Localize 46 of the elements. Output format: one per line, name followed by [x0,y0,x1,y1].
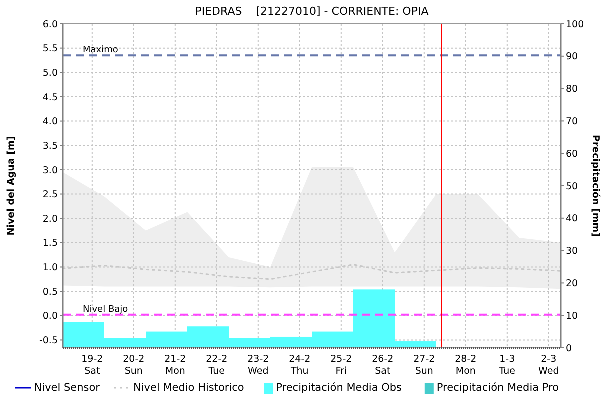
y-tick-label: 4.5 [42,92,58,104]
x-tick-label: 22-2 Tue [206,354,228,377]
y-tick-label: 2.0 [42,214,58,225]
x-tick-label: 28-2 Mon [455,354,477,377]
y2-tick-label: 70 [566,116,578,128]
chart-title: PIEDRAS [21227010] - CORRIENTE: OPIA [195,5,430,18]
y-tick-label: 3.0 [42,165,58,176]
y2-tick-label: 100 [566,19,584,30]
y2-tick-label: 20 [566,278,578,290]
ref-line-label: Maximo [83,46,119,56]
x-tick-label: 19-2 Sat [82,354,104,377]
y2-tick-label: 90 [566,52,578,63]
y-axis-title: Nivel del Agua [m] [6,136,17,236]
x-tick-label: 27-2 Sun [414,354,436,377]
y-tick-label: 0.5 [42,286,58,298]
x-tick-label: 20-2 Sun [123,354,145,377]
y-tick-label: 3.5 [42,140,58,152]
y-tick-label: 1.5 [42,238,58,250]
x-tick-label: 25-2 Fri [330,354,352,377]
y2-tick-label: 60 [566,148,578,160]
x-tick-label: 1-3 Tue [498,354,516,377]
y-tick-label: 1.0 [42,262,58,274]
y-tick-label: 4.0 [42,116,58,128]
legend-label: Precipitación Media Pro [436,382,560,394]
y2-tick-label: 80 [566,84,578,96]
legend-label: Nivel Sensor [34,382,101,394]
y-tick-label: -0.5 [39,336,58,347]
y2-tick-label: 0 [566,343,572,354]
x-tick-label: 2-3 Wed [538,354,560,377]
y2-tick-label: 30 [566,246,578,258]
y2-tick-label: 50 [566,181,578,192]
y-tick-label: 0.0 [42,311,58,322]
legend-label: Nivel Medio Historico [134,382,244,394]
y-tick-label: 6.0 [42,19,58,30]
x-tick-label: 26-2 Sat [372,354,394,377]
y-tick-label: 5.0 [42,68,58,79]
y2-axis-title: Precipitación [mm] [590,135,601,237]
y-tick-label: 2.5 [42,190,58,201]
y2-tick-label: 40 [566,214,578,225]
x-tick-label: 24-2 Thu [289,354,311,377]
x-tick-label: 23-2 Wed [248,354,270,377]
x-tick-label: 21-2 Mon [164,354,186,377]
y-tick-label: 5.5 [42,44,58,55]
y2-tick-label: 10 [566,310,578,322]
legend-label: Precipitación Media Obs [276,382,402,394]
ref-line-label: Nivel Bajo [83,304,129,315]
